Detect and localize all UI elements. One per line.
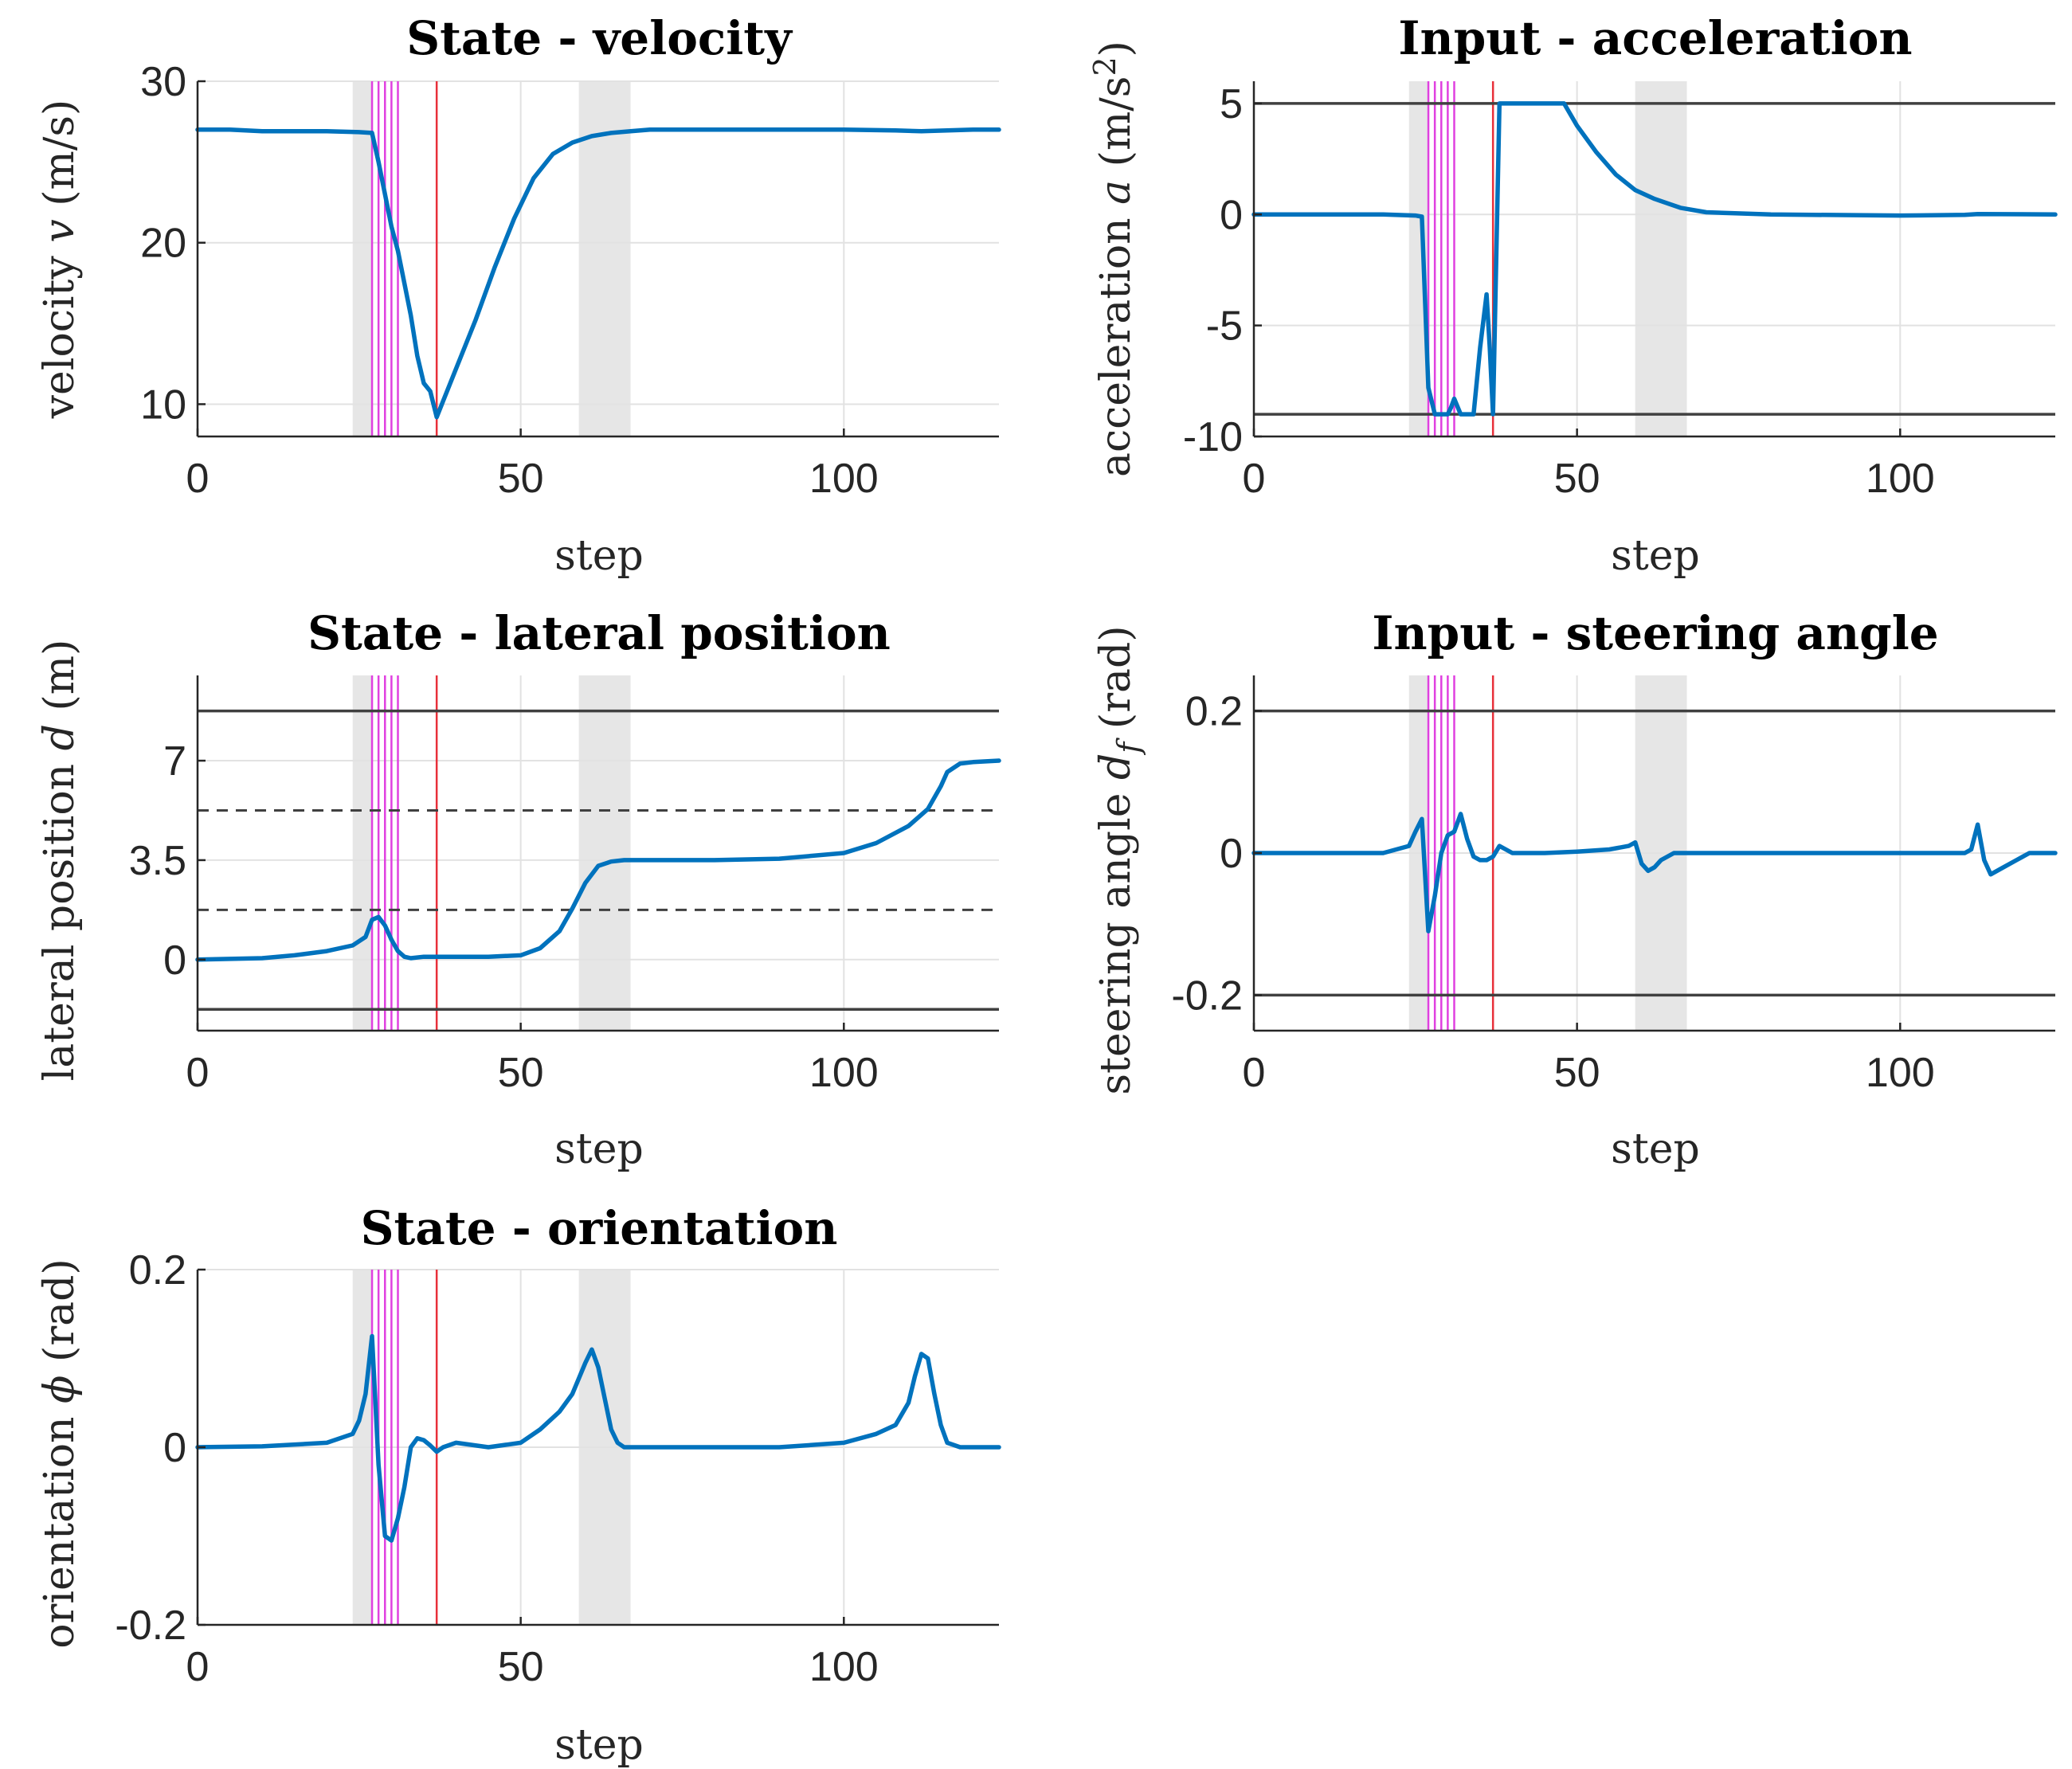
lateral-ytick-label-0: 0 [163, 937, 186, 984]
steering-ylabel: steering angle df (rad) [1092, 625, 1146, 1094]
velocity-axes: 0 50 100 10 20 30 [140, 59, 1001, 502]
orientation-xtick-label-2: 100 [809, 1644, 879, 1690]
velocity-ytick-label-1: 20 [140, 221, 186, 267]
acceleration-xtick-label-2: 100 [1866, 456, 1935, 502]
lateral-ytick-label-1: 3.5 [129, 838, 186, 884]
steering-ytick-label-2: 0.2 [1185, 689, 1243, 735]
orientation-title: State - orientation [361, 1201, 838, 1255]
lateral-axes: 0 50 100 0 3.5 7 [129, 675, 1001, 1096]
lateral-xtick-label-2: 100 [809, 1050, 879, 1096]
subplot-orientation: State - orientation step orientation ϕ (… [36, 1201, 1001, 1769]
subplot-acceleration: Input - acceleration step acceleration a… [1087, 11, 2058, 580]
lateral-ytick-label-2: 7 [163, 738, 186, 785]
velocity-title: State - velocity [406, 11, 793, 65]
acceleration-ytick-label-0: -10 [1183, 414, 1243, 460]
lateral-shaded-region-1 [578, 675, 631, 1031]
velocity-ylabel: velocity v (m/s) [36, 100, 84, 420]
acceleration-series-line-0 [1251, 101, 2058, 417]
lateral-xlabel: step [554, 1125, 644, 1173]
orientation-xtick-label-0: 0 [186, 1644, 210, 1690]
subplot-steering-angle: Input - steering angle step steering ang… [1092, 606, 2058, 1173]
acceleration-title: Input - acceleration [1398, 11, 1912, 65]
lateral-shaded-region-0 [352, 675, 373, 1031]
acceleration-xtick-label-0: 0 [1243, 456, 1266, 502]
acceleration-ytick-label-1: -5 [1206, 303, 1243, 350]
acceleration-xlabel: step [1611, 532, 1700, 580]
steering-ytick-label-0: -0.2 [1171, 973, 1243, 1019]
lateral-xtick-label-0: 0 [186, 1050, 210, 1096]
orientation-ytick-label-2: 0.2 [129, 1247, 186, 1293]
lateral-series-line-0 [195, 758, 1001, 962]
subplot-lateral-position: State - lateral position step lateral po… [36, 606, 1001, 1173]
orientation-axes: 0 50 100-0.200.2 [115, 1247, 1001, 1690]
velocity-ytick-label-2: 30 [140, 59, 186, 105]
steering-series-line-0 [1251, 812, 2058, 933]
orientation-ylabel: orientation ϕ (rad) [36, 1258, 84, 1649]
steering-ytick-label-1: 0 [1220, 831, 1243, 877]
lateral-ylabel: lateral position d (m) [36, 640, 84, 1082]
orientation-ytick-label-0: -0.2 [115, 1603, 186, 1649]
velocity-xtick-label-1: 50 [498, 456, 544, 502]
velocity-shaded-region-1 [578, 81, 631, 436]
velocity-series-line-0 [195, 127, 1001, 420]
acceleration-axes: 0 50 100 -10 -5 0 5 [1183, 81, 2058, 502]
lateral-xtick-label-1: 50 [498, 1050, 544, 1096]
velocity-shaded-region-0 [352, 81, 373, 436]
steering-xtick-label-2: 100 [1866, 1050, 1935, 1096]
steering-axes: 0 50 100-0.200.2 [1171, 675, 2058, 1096]
acceleration-ylabel: acceleration a (m/s2) [1087, 41, 1140, 477]
steering-xtick-label-0: 0 [1243, 1050, 1266, 1096]
subplot-velocity: State - velocity step velocity v (m/s) 0… [36, 11, 1001, 580]
velocity-xlabel: step [554, 532, 644, 580]
orientation-xlabel: step [554, 1721, 644, 1769]
velocity-xtick-label-2: 100 [809, 456, 879, 502]
velocity-ytick-label-0: 10 [140, 382, 186, 428]
steering-title: Input - steering angle [1372, 606, 1938, 660]
acceleration-xtick-label-1: 50 [1554, 456, 1600, 502]
steering-xtick-label-1: 50 [1554, 1050, 1600, 1096]
orientation-ytick-label-1: 0 [163, 1425, 186, 1471]
acceleration-ytick-label-3: 5 [1220, 81, 1243, 127]
orientation-series-line-0 [195, 1333, 1001, 1543]
acceleration-ytick-label-2: 0 [1220, 192, 1243, 238]
lateral-title: State - lateral position [307, 606, 891, 660]
steering-xlabel: step [1611, 1125, 1700, 1173]
velocity-xtick-label-0: 0 [186, 456, 210, 502]
acceleration-shaded-region-1 [1635, 81, 1687, 436]
orientation-xtick-label-1: 50 [498, 1644, 544, 1690]
